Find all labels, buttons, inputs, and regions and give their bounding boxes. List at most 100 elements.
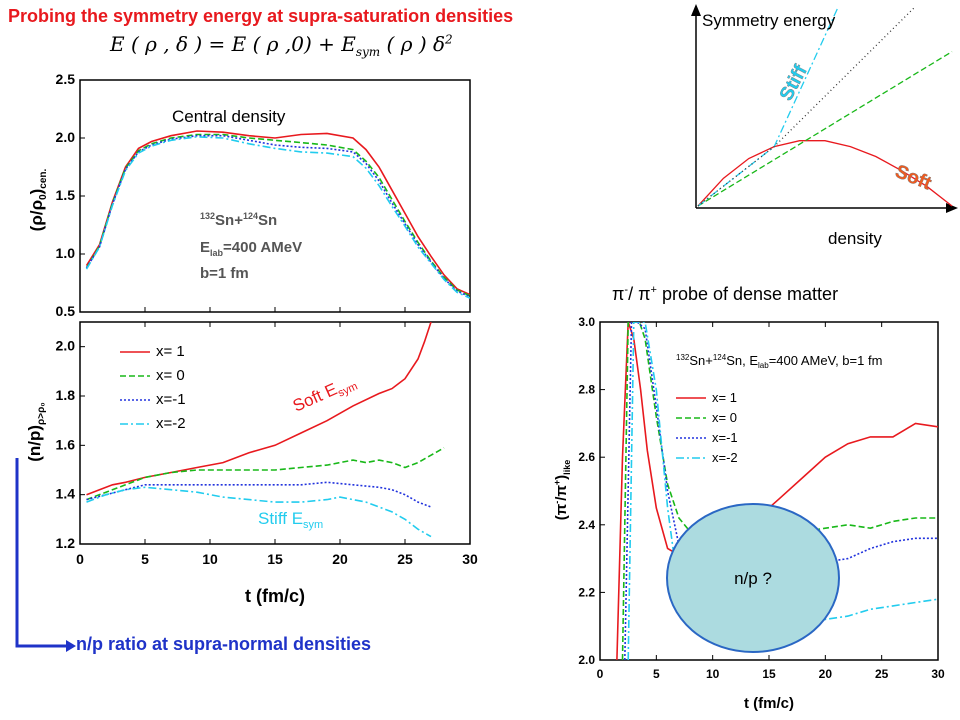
xtick-label: 5 (141, 551, 149, 567)
formula-rhs1: E ( ρ ,0) (231, 32, 312, 56)
soft-esym-text: Soft E (290, 379, 340, 415)
formula-plus: + (311, 32, 342, 56)
formula-lhs: E ( ρ , δ ) (110, 32, 203, 56)
density-system-label: 132Sn+124Sn Elab=400 AMeV b=1 fm (200, 211, 302, 282)
xtick-label: 0 (597, 667, 604, 681)
series-line-np-ratio-1 (86, 447, 445, 501)
ytick-label: 2.5 (56, 71, 76, 87)
sys-energy: =400 AMeV (223, 239, 302, 256)
xtick-label: 30 (462, 551, 478, 567)
np-ylabel-a: (n/p) (25, 425, 44, 462)
xtick-label: 10 (202, 551, 218, 567)
soft-label: Soft (892, 161, 935, 195)
svg-text:Elab=400 AMeV: Elab=400 AMeV (200, 239, 302, 258)
pion-ylabel-a: (π (553, 503, 570, 520)
symmetry-energy-formula: E ( ρ , δ ) = E ( ρ ,0) + Esym ( ρ ) δ2 (110, 32, 453, 59)
legend-label: x=-1 (156, 391, 186, 408)
formula-esym-sub: sym (355, 45, 381, 59)
xtick-label: 25 (397, 551, 413, 567)
pion-sys-el2: Sn, E (726, 353, 758, 368)
pion-ylabel: (π-/π+)like (552, 460, 572, 520)
schematic-xlabel: density (828, 229, 882, 248)
xtick-label: 5 (653, 667, 660, 681)
caption-arrow (15, 458, 76, 652)
schematic-x-arrow (946, 203, 958, 213)
pion-title-mid: / π (628, 284, 651, 304)
svg-text:132Sn+124Sn: 132Sn+124Sn (200, 211, 277, 229)
legend-label: x=-2 (712, 450, 738, 465)
np-xlabel: t (fm/c) (245, 586, 305, 606)
pion-title-a-sup: - (624, 284, 629, 296)
legend-label: x=-1 (712, 430, 738, 445)
series-line-density-3 (85, 135, 470, 299)
series-line-density-2 (85, 134, 470, 298)
pion-ylabel-c: ) (553, 475, 570, 480)
sys-impact: b=1 fm (200, 265, 249, 282)
density-ylabel-b: ) (27, 189, 46, 195)
schematic-curve-superstiff (697, 7, 915, 207)
density-ylabel: (ρ/ρ0)cen. (27, 168, 49, 231)
slide-title: Probing the symmetry energy at supra-sat… (8, 6, 514, 26)
np-ylabel: (n/p)ρ>ρ₀ (25, 402, 47, 462)
formula-power: 2 (445, 32, 453, 47)
np-question-text: n/p ? (734, 569, 772, 588)
np-ylabel-sub: ρ>ρ₀ (36, 402, 47, 425)
pion-ylabel-b: /π (553, 485, 570, 501)
left-charts: 0.5 1.0 1.5 2.0 2.5 1.2 1.4 1.6 1.8 2.0 0 5 10 15 20 2… (25, 71, 478, 606)
legend-label: x= 0 (712, 410, 737, 425)
pion-title-b-sup: + (650, 284, 657, 296)
stiff-label: Stiff (776, 61, 812, 104)
pion-probe-title: π-/ π+ probe of dense matter (612, 284, 838, 305)
series-line-np-ratio-0 (86, 322, 432, 496)
sys-el2: Sn (258, 212, 277, 229)
ytick-label: 0.5 (56, 303, 76, 319)
formula-esym: E (341, 32, 356, 56)
series-line-density-0 (85, 130, 470, 296)
stiff-esym-text: Stiff E (258, 509, 303, 528)
caption-arrow-line (15, 458, 66, 648)
pion-sys-mass1: 132 (676, 353, 690, 362)
ytick-label: 2.0 (56, 338, 76, 354)
schematic-title: Symmetry energy (702, 11, 836, 30)
legend-label: x= 1 (712, 390, 737, 405)
ytick-label: 1.6 (56, 436, 76, 452)
np-question-balloon (666, 503, 840, 653)
pion-sys-rest: =400 AMeV, b=1 fm (769, 353, 883, 368)
ytick-label: 2.8 (578, 383, 595, 397)
pion-sys-mass2: 124 (713, 353, 727, 362)
schematic-curve-stiff (697, 7, 839, 207)
pion-ylabel-a-sup: - (552, 501, 562, 504)
density-ylabel-sub0: 0 (38, 194, 49, 200)
series-line-pion-ratio-1 (621, 322, 938, 660)
np-legend: x= 1 x= 0 x=-1 x=-2 (120, 343, 186, 432)
legend-label: x= 0 (156, 367, 185, 384)
xtick-label: 15 (267, 551, 283, 567)
schematic-y-arrow (691, 4, 701, 16)
density-ylabel-sub: cen. (38, 168, 49, 188)
ytick-label: 1.4 (56, 486, 76, 502)
legend-label: x= 1 (156, 343, 185, 360)
soft-esym-label: Soft Esym (290, 371, 360, 418)
pion-ylabel-sub: like (562, 460, 572, 475)
sys-mass2: 124 (243, 211, 258, 221)
pion-sys-el1: Sn+ (689, 353, 713, 368)
soft-esym-sub: sym (336, 380, 359, 399)
ytick-label: 2.4 (578, 518, 595, 532)
pion-ratio-chart: 2.0 2.2 2.4 2.6 2.8 3.0 0 5 10 15 20 25 30 132Sn+124… (552, 315, 945, 712)
xtick-label: 25 (875, 667, 889, 681)
xtick-label: 20 (819, 667, 833, 681)
stiff-esym-sub: sym (303, 519, 323, 531)
xtick-label: 15 (762, 667, 776, 681)
pion-title-rest: probe of dense matter (656, 284, 839, 304)
central-density-label: Central density (172, 107, 286, 126)
ytick-label: 2.6 (578, 450, 595, 464)
series-line-np-ratio-2 (86, 481, 432, 508)
schematic-curve-linear (697, 51, 953, 207)
np-ratio-plot: 1.2 1.4 1.6 1.8 2.0 0 5 10 15 20 25 30 (56, 322, 478, 567)
ytick-label: 2.2 (578, 585, 595, 599)
pion-title-a: π (612, 284, 625, 304)
sys-el1: Sn+ (215, 212, 243, 229)
density-ylabel-a: (ρ/ρ (27, 200, 46, 231)
series-line-np-ratio-3 (86, 486, 432, 538)
pion-legend: x= 1 x= 0 x=-1 x=-2 (676, 390, 738, 465)
